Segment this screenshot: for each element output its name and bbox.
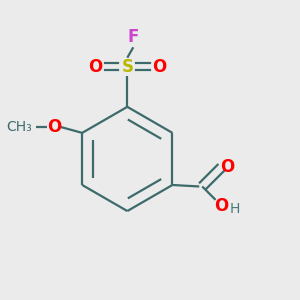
Text: H: H (230, 202, 240, 216)
Text: S: S (121, 58, 133, 76)
Text: CH₃: CH₃ (6, 120, 31, 134)
Text: O: O (47, 118, 61, 136)
Text: O: O (152, 58, 167, 76)
Text: O: O (88, 58, 102, 76)
Text: F: F (128, 28, 139, 46)
Text: O: O (220, 158, 234, 176)
Text: O: O (214, 197, 229, 215)
